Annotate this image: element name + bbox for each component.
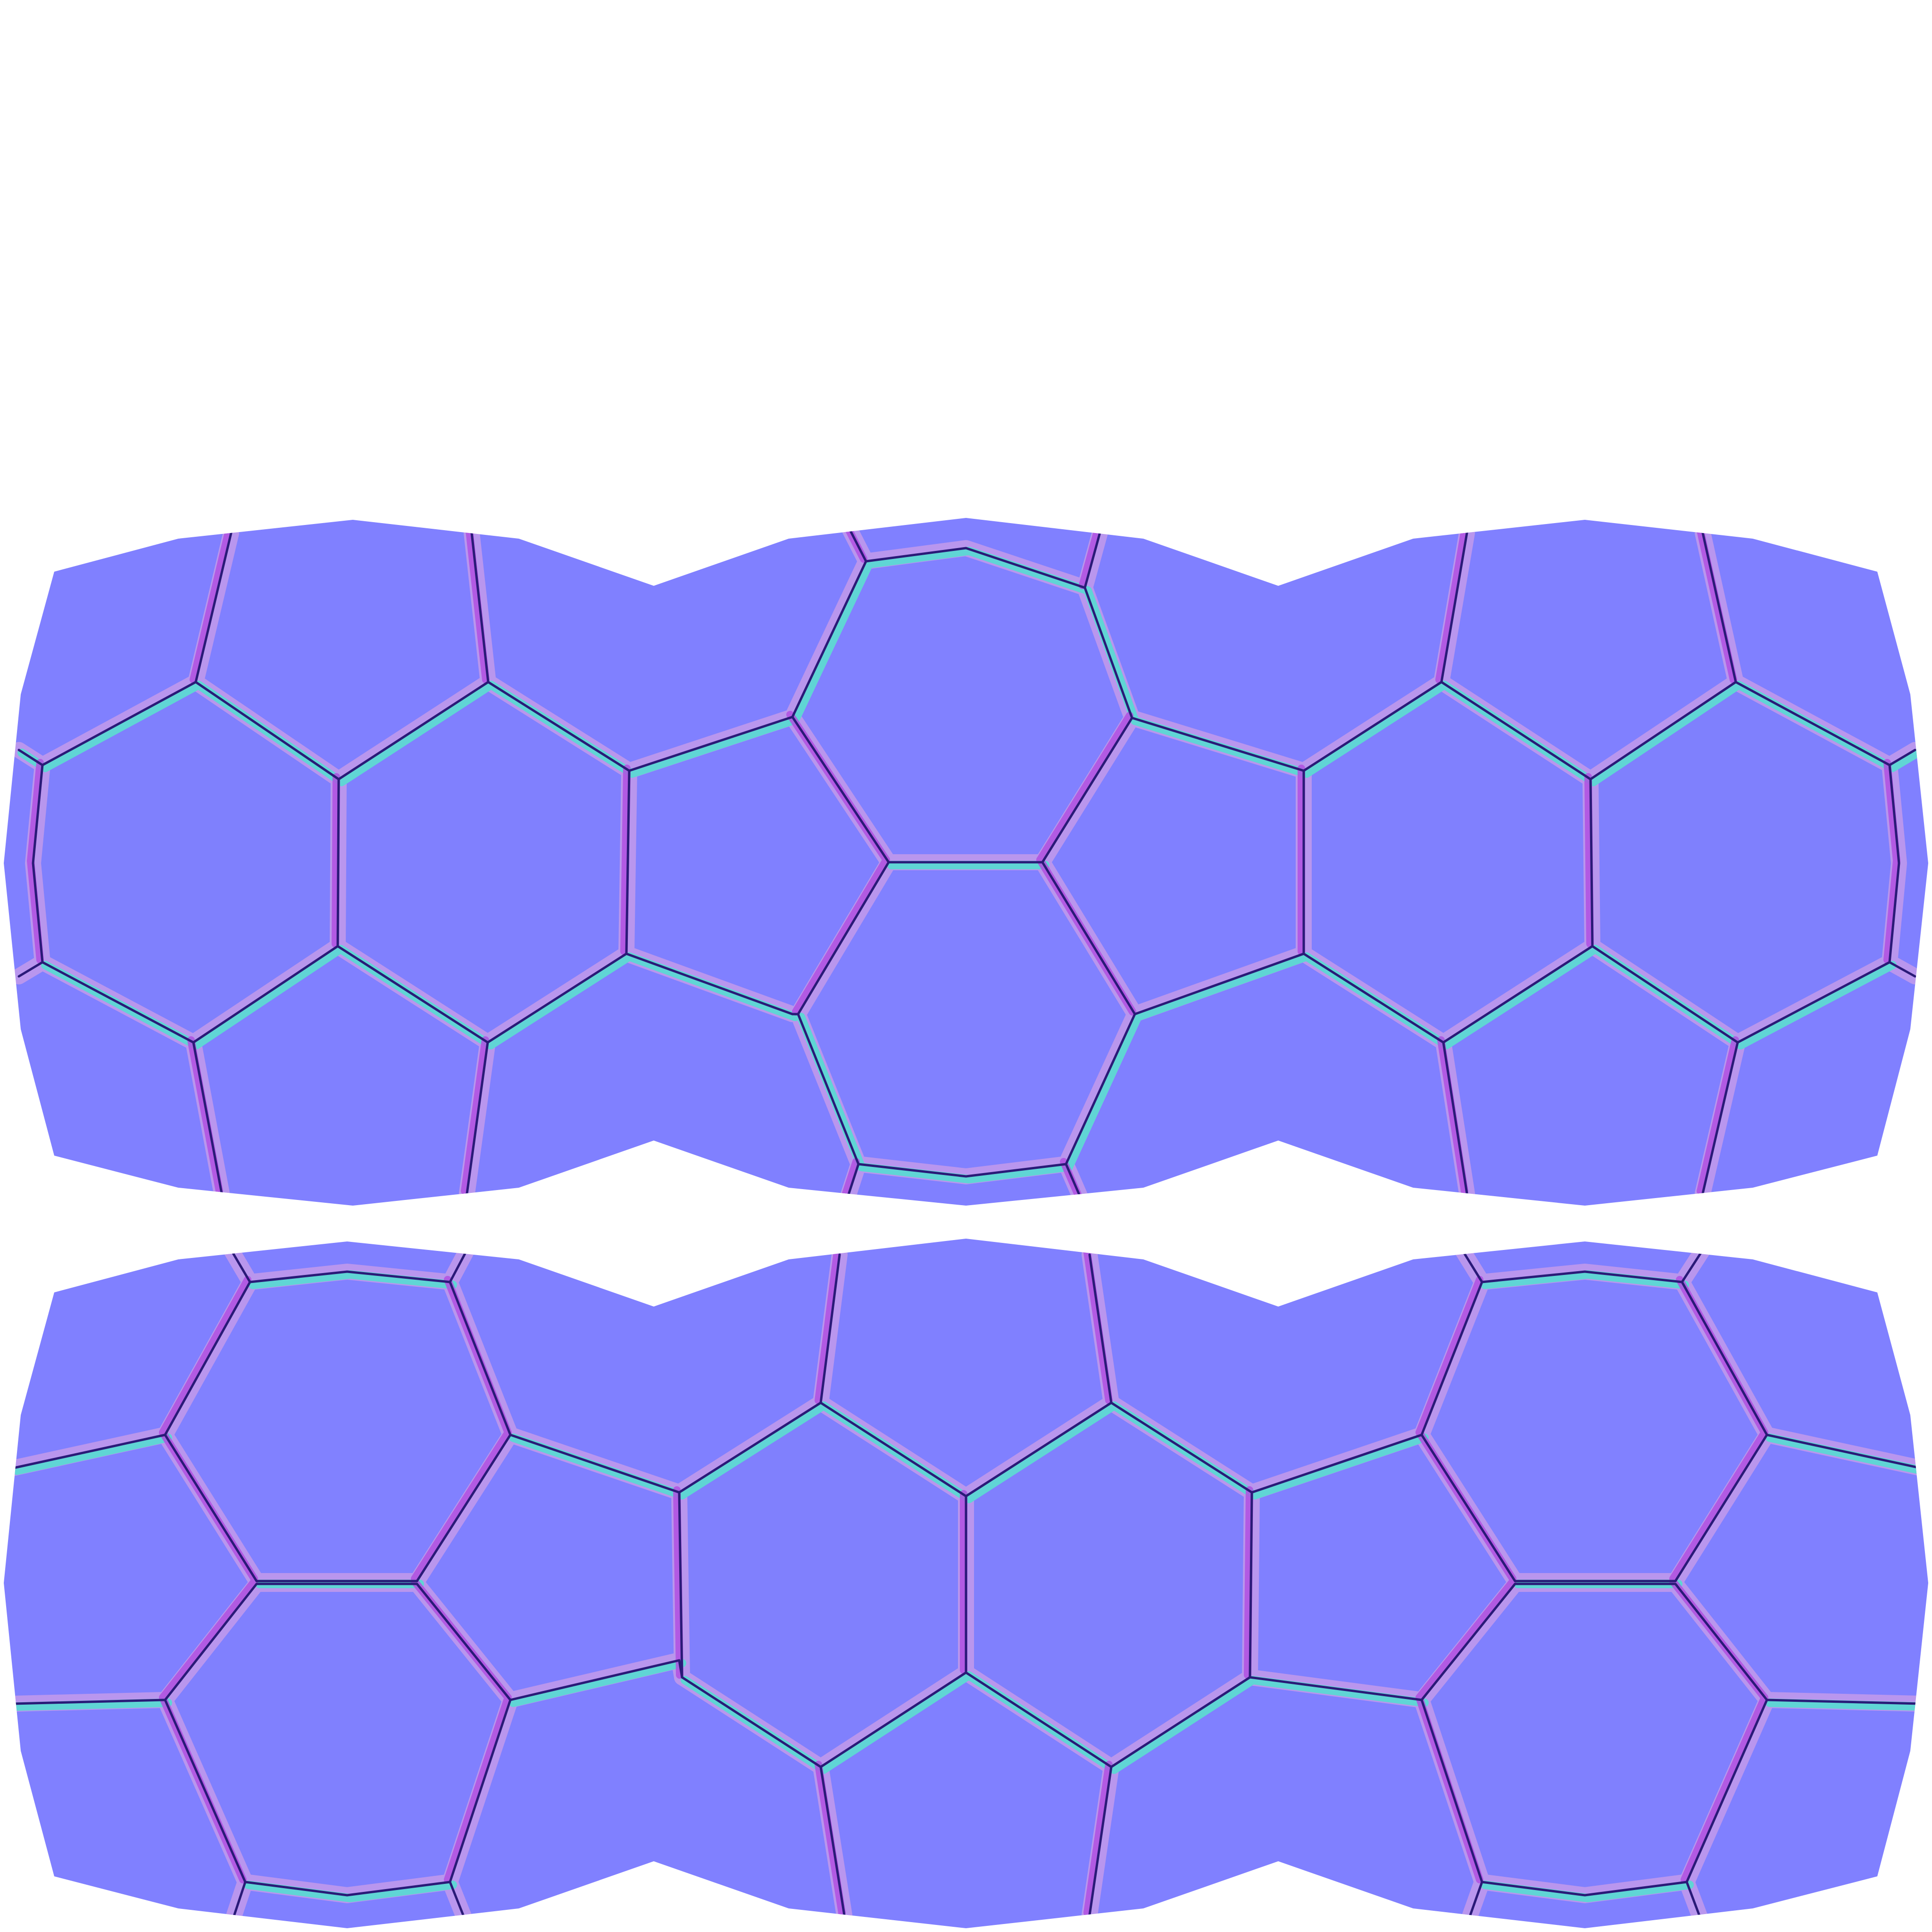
top-strip-seams: [11, 518, 1923, 1206]
bottom-tile-strip: [4, 1239, 1928, 1928]
top-tile-strip: [4, 518, 1928, 1206]
bottom-strip-seams: [6, 1242, 1928, 1928]
